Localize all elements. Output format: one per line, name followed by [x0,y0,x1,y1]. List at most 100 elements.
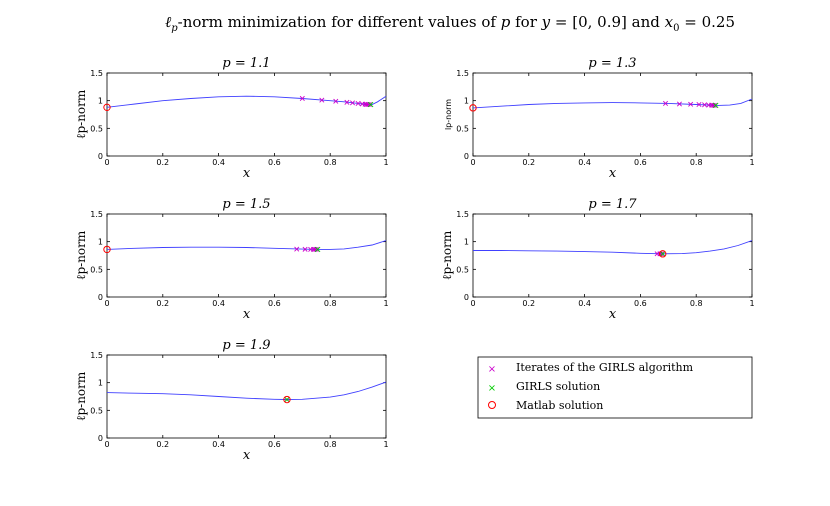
y-tick-label: 0 [98,152,103,161]
y-tick-label: 0.5 [90,265,103,274]
subplot-p-1-1: p = 1.1 0 0.2 0.4 0.6 0.8 1 0 0.5 1 1.5 x ℓp-norm [74,56,389,181]
girls-solution-stroke [660,251,666,257]
legend-item-iterates: × Iterates of the GIRLS algorithm [488,361,694,375]
x-tick-label: 0.2 [522,299,535,308]
title-text-4: = 0.25 [679,13,735,31]
matlab-solution-marker [283,395,291,404]
title-p: p [501,13,511,31]
axes-frame [106,72,387,157]
x-tick-label: 0 [104,440,109,449]
x-tick-label: 0.6 [268,440,281,449]
iterate-marker-stroke [355,100,361,106]
title-text-2: for [510,13,541,31]
x-tick-label: 0 [104,158,109,167]
legend-iterates-label: Iterates of the GIRLS algorithm [516,361,694,374]
y-tick-label: 1.5 [90,210,103,219]
iterate-marker [333,98,339,104]
y-tick-label: 0 [464,293,469,302]
legend-matlab-marker [488,401,496,409]
iterate-marker [711,102,717,108]
y-tick-label: 1 [464,97,469,106]
iterate-marker [676,101,682,107]
title-text-1: -norm minimization for different values … [178,13,501,31]
iterate-marker [366,102,372,108]
iterate-marker-stroke [696,102,702,108]
girls-solution-stroke [367,101,374,108]
x-tick-label: 0.2 [522,158,535,167]
title-ell: ℓ [165,13,171,31]
iterate-marker [702,102,708,108]
iterate-marker-stroke [319,97,325,103]
y-tick-label: 1 [464,238,469,247]
subplot-title: p = 1.7 [588,197,637,212]
y-tick-label: 0.5 [90,124,103,133]
y-axis-label: ℓp-norm [74,230,88,280]
x-axis-label: x [609,307,617,322]
girls-solution-marker [367,101,374,108]
x-tick-label: 0.6 [268,299,281,308]
x-tick-label: 0.4 [212,440,225,449]
subplot-title: p = 1.9 [222,338,270,353]
x-axis-label: x [243,307,251,322]
iterate-marker-stroke [676,101,682,107]
iterate-marker-stroke [333,98,339,104]
subplot-p-1-7: p = 1.7 0 0.2 0.4 0.6 0.8 1 0 0.5 1 1.5 x ℓp-norm [440,197,755,322]
y-tick-label: 0 [98,434,103,443]
x-tick-label: 0.4 [212,299,225,308]
iterate-marker [294,246,300,252]
y-tick-label: 1.5 [456,210,469,219]
y-tick-label: 0.5 [456,124,469,133]
axes-frame [472,72,753,157]
x-axis-label: x [609,166,617,181]
legend-girls-marker: × [488,383,496,394]
iterate-marker [313,246,319,252]
title-y: y [541,13,551,31]
axes-frame [106,213,387,298]
title-p-sub: p [171,23,178,34]
x-tick-label: 0.4 [578,299,591,308]
girls-solution-marker [713,102,719,109]
y-tick-label: 1 [98,379,103,388]
axes-frame [106,354,387,439]
x-tick-label: 0.2 [156,440,169,449]
subplot-title: p = 1.5 [222,197,270,212]
y-axis-label: lp-norm [444,99,453,130]
y-tick-label: 1.5 [90,351,103,360]
iterate-marker [302,246,308,252]
lp-norm-curve [106,240,387,250]
matlab-solution-marker [103,245,111,254]
iterate-marker-stroke [344,99,350,105]
girls-solution-stroke [284,396,290,403]
x-tick-label: 0 [104,299,109,308]
iterate-marker [696,102,702,108]
legend-girls-label: GIRLS solution [516,380,600,393]
lp-norm-curve [472,98,753,109]
iterate-marker [350,100,356,106]
girls-solution-stroke [314,246,321,253]
x-axis-label: x [243,448,251,463]
girls-solution-marker [284,396,290,403]
subplot-p-1-9: p = 1.9 0 0.2 0.4 0.6 0.8 1 0 0.5 1 1.5 x ℓp-norm [74,338,389,463]
iterate-marker-stroke [711,102,717,108]
girls-solution-marker [660,251,666,257]
x-tick-label: 0.2 [156,158,169,167]
iterate-marker-stroke [350,100,356,106]
x-tick-label: 1 [749,158,754,167]
girls-solution-marker [314,246,321,253]
iterate-marker [688,101,694,107]
x-tick-label: 0.8 [690,158,703,167]
x-tick-label: 0 [470,158,475,167]
x-tick-label: 1 [383,158,388,167]
legend-matlab-label: Matlab solution [516,399,603,412]
subplot-title: p = 1.3 [588,56,636,71]
subplot-p-1-3: p = 1.3 0 0.2 0.4 0.6 0.8 1 0 0.5 1 1.5 x lp-norm [444,56,755,181]
x-tick-label: 1 [749,299,754,308]
iterate-marker-stroke [299,95,305,101]
x-axis-label: x [243,166,251,181]
x-tick-label: 0.6 [268,158,281,167]
x-tick-label: 0.8 [324,440,337,449]
iterate-marker-stroke [366,102,372,108]
matlab-solution-marker [659,250,667,258]
iterate-marker [344,99,350,105]
